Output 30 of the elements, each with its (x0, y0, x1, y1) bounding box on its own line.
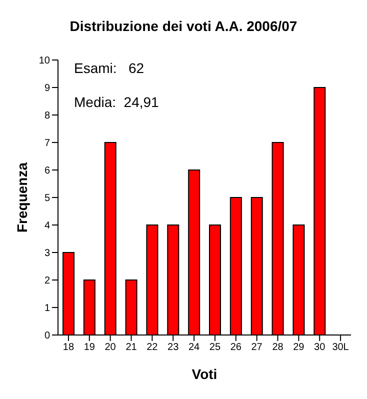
x-axis-title: Voti (192, 366, 218, 382)
y-axis-title: Frequenza (14, 162, 30, 233)
x-tick-label: 29 (293, 342, 305, 354)
x-tick-label: 28 (272, 342, 284, 354)
y-tick-label: 3 (44, 248, 50, 260)
x-tick-label: 27 (251, 342, 263, 354)
x-tick-label: 30L (332, 342, 350, 354)
x-tick-label: 18 (62, 342, 74, 354)
x-tick-label: 21 (126, 342, 138, 354)
x-tick-label: 25 (209, 342, 221, 354)
x-tick-label: 30 (314, 342, 326, 354)
x-tick-label: 23 (168, 342, 180, 354)
y-tick-label: 4 (44, 220, 50, 232)
annotation: Media: 24,91 (74, 94, 159, 110)
x-tick-label: 26 (230, 342, 242, 354)
y-tick-label: 0 (44, 330, 50, 342)
y-tick-label: 7 (44, 138, 50, 150)
y-tick-label: 10 (38, 56, 50, 67)
y-tick-label: 8 (44, 110, 50, 122)
x-tick-label: 24 (188, 342, 200, 354)
y-tick-label: 6 (44, 166, 50, 177)
y-tick-label: 9 (44, 83, 50, 94)
x-tick-label: 20 (104, 342, 116, 354)
chart-title: Distribuzione dei voti A.A. 2006/07 (68, 18, 298, 34)
x-tick-label: 19 (84, 342, 96, 354)
x-tick-label: 22 (146, 342, 158, 354)
annotation: Esami: 62 (74, 60, 144, 76)
y-tick-label: 5 (44, 193, 50, 204)
y-tick-label: 2 (44, 276, 50, 287)
y-tick-label: 1 (44, 303, 50, 314)
